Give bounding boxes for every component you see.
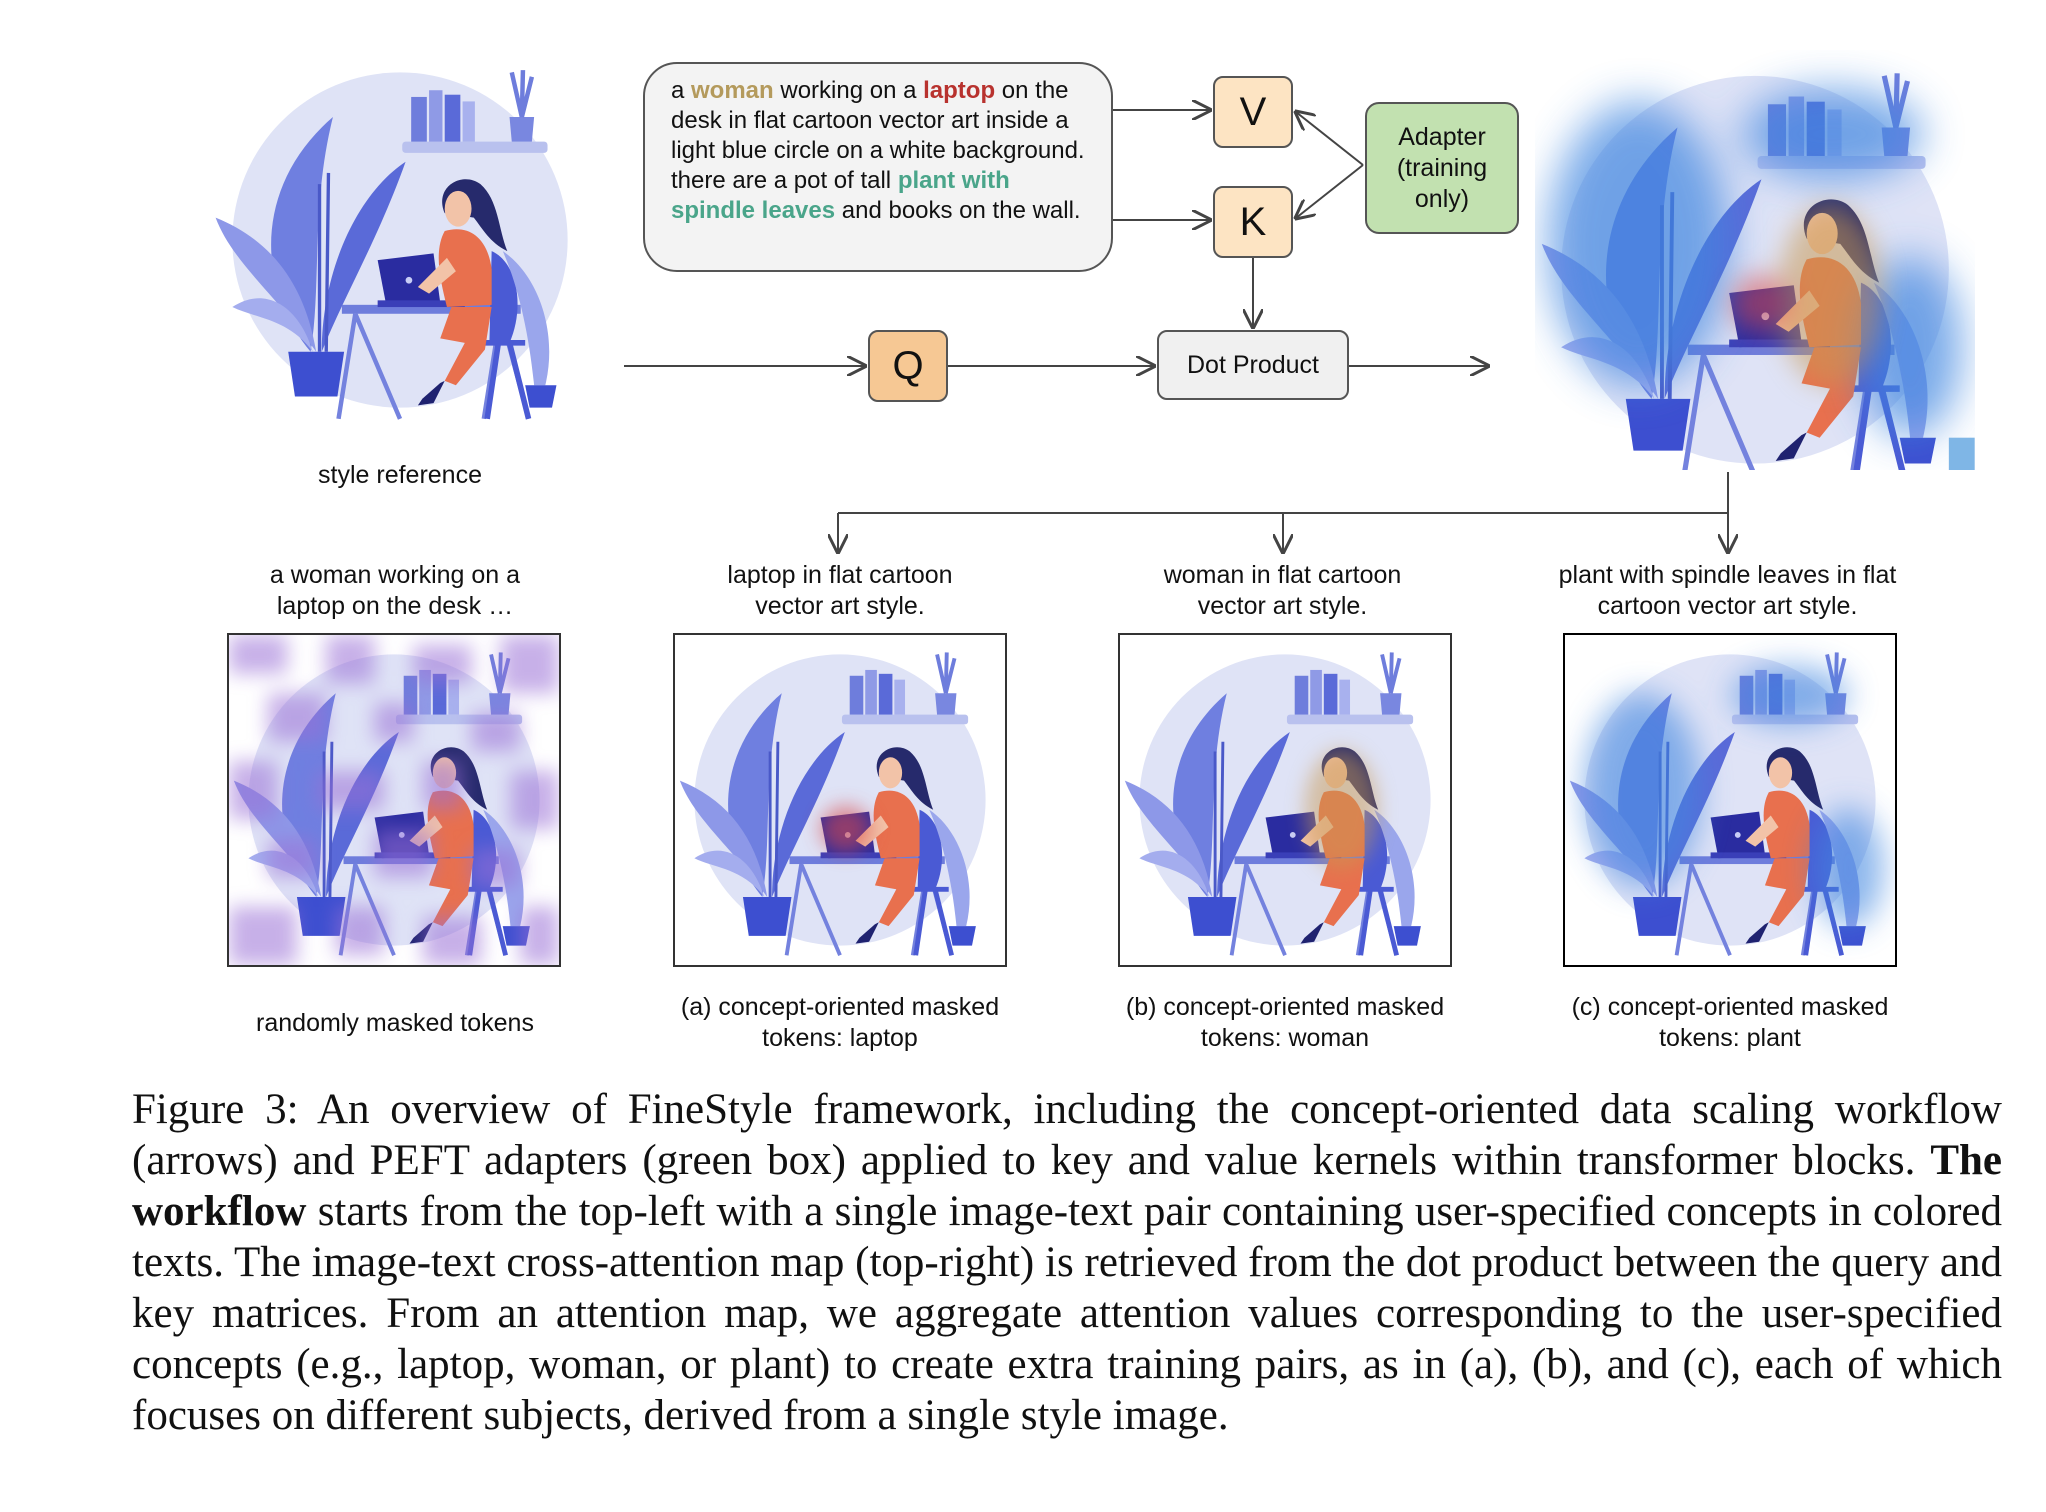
prompt-text: on the desk in flat cartoon vector art i… [671,77,1085,194]
plant-panel-caption: (c) concept-oriented masked tokens: plan… [1571,993,1889,1052]
prompt-text: and books on the wall. [835,197,1081,224]
woman-mask-panel [1118,633,1452,967]
woman-panel-title: woman in flat cartoon vector art style. [1163,561,1402,620]
random-panel-title: a woman working on a laptop on the desk … [269,561,521,620]
random-panel-caption: randomly masked tokens [256,1009,534,1037]
figure-caption: Figure 3: An overview of FineStyle frame… [132,1084,2002,1441]
adapter-node: Adapter (training only) [1365,102,1519,234]
attention-map-image [1535,50,1975,470]
random-mask-panel [227,633,561,967]
caption-bold: The workflow [132,1137,2002,1235]
query-node: Q [868,330,948,402]
laptop-panel-title: laptop in flat cartoon vector art style. [727,561,953,620]
value-node: V [1213,76,1293,148]
concept-woman: woman [691,77,774,104]
plant-mask-panel [1563,633,1897,967]
style-reference-label: style reference [318,461,482,489]
prompt-text: a [671,77,692,104]
prompt-text: working on a [773,77,924,104]
laptop-panel-caption: (a) concept-oriented masked tokens: lapt… [680,993,1000,1052]
dot-product-node: Dot Product [1157,330,1349,400]
key-node: K [1213,186,1293,258]
caption-lead: Figure 3: An overview of FineStyle frame… [132,1086,2002,1184]
caption-rest: starts from the top-left with a single i… [132,1188,2002,1439]
plant-panel-title: plant with spindle leaves in flat cartoo… [1558,561,1897,620]
woman-panel-caption: (b) concept-oriented masked tokens: woma… [1125,993,1445,1052]
workflow-arrows [624,0,2046,560]
text-prompt-box: a woman working on a laptop on the desk … [643,62,1113,272]
laptop-mask-panel [673,633,1007,967]
concept-plant: plant with spindle leaves [671,167,1010,224]
concept-laptop: laptop [923,77,996,104]
